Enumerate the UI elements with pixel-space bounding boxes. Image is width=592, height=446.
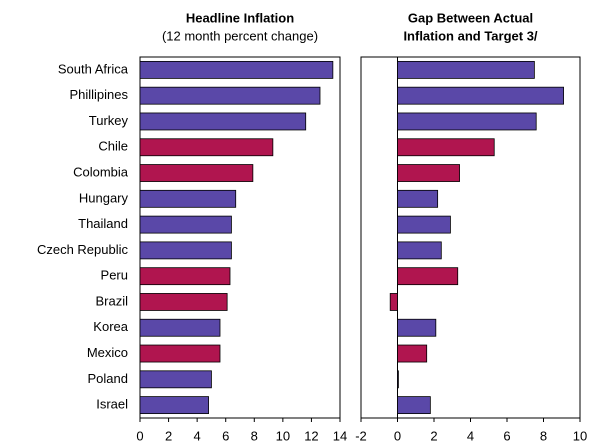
- bar: [397, 215, 451, 234]
- y-tick-label: Israel: [96, 397, 128, 412]
- y-tick-label: Poland: [88, 371, 128, 386]
- y-tick-label: Korea: [93, 319, 128, 334]
- bar: [389, 293, 398, 311]
- y-tick-label: Thailand: [78, 216, 128, 231]
- y-tick-label: Mexico: [87, 345, 128, 360]
- bar: [139, 215, 232, 234]
- y-tick-label: Hungary: [79, 190, 129, 205]
- x-tick-label: -2: [355, 428, 367, 443]
- bar: [139, 396, 209, 415]
- bar: [397, 112, 537, 131]
- bar: [397, 189, 439, 208]
- bar: [397, 344, 428, 363]
- bar: [139, 164, 254, 182]
- bar: [397, 138, 495, 157]
- bar: [397, 164, 460, 182]
- x-tick-label: 4: [194, 428, 201, 443]
- y-tick-label: Phillipines: [69, 87, 128, 102]
- bar: [139, 344, 221, 363]
- x-tick-label: 4: [467, 428, 474, 443]
- x-tick-label: 2: [430, 428, 437, 443]
- chart-title: Headline Inflation: [186, 10, 294, 25]
- plot-frame: [139, 56, 341, 419]
- bar: [139, 293, 228, 311]
- bar: [139, 86, 321, 105]
- bar: [397, 318, 437, 337]
- y-tick-label: Chile: [98, 139, 128, 154]
- chart-title: Gap Between Actual: [408, 10, 533, 25]
- bar: [139, 189, 237, 208]
- x-tick-label: 6: [503, 428, 510, 443]
- bar: [397, 86, 564, 105]
- x-tick-label: 2: [165, 428, 172, 443]
- x-tick-label: 12: [304, 428, 318, 443]
- x-tick-label: 10: [276, 428, 290, 443]
- y-tick-label: Colombia: [73, 164, 129, 179]
- x-tick-label: 8: [251, 428, 258, 443]
- bar: [139, 138, 274, 157]
- x-tick-label: 6: [222, 428, 229, 443]
- chart-title: Inflation and Target 3/: [403, 28, 537, 43]
- bar: [139, 60, 334, 79]
- x-tick-label: 14: [333, 428, 347, 443]
- y-tick-label: Brazil: [95, 293, 128, 308]
- bar: [139, 370, 212, 389]
- bar: [397, 60, 535, 79]
- bar: [397, 267, 459, 286]
- bar: [397, 370, 399, 389]
- x-tick-label: 8: [540, 428, 547, 443]
- bar: [139, 241, 232, 260]
- y-tick-label: Turkey: [89, 113, 129, 128]
- y-tick-label: Peru: [101, 268, 128, 283]
- bar: [397, 396, 431, 415]
- plot-frame: [360, 56, 581, 419]
- x-tick-label: 10: [573, 428, 587, 443]
- bar: [139, 318, 221, 337]
- x-tick-label: 0: [136, 428, 143, 443]
- bar: [139, 267, 231, 286]
- x-tick-label: 0: [394, 428, 401, 443]
- y-tick-label: Czech Republic: [37, 242, 129, 257]
- chart-subtitle: (12 month percent change): [162, 28, 318, 43]
- bar: [397, 241, 442, 260]
- y-tick-label: South Africa: [58, 61, 129, 76]
- bar: [139, 112, 307, 131]
